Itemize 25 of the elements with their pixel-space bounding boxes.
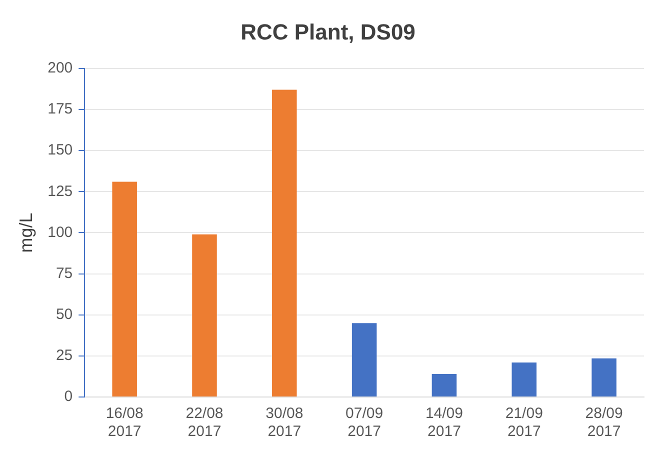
y-tick-label: 100 — [48, 224, 73, 241]
y-tick-label: 125 — [48, 182, 73, 200]
bar — [432, 374, 457, 396]
bar — [112, 182, 137, 396]
bar — [352, 323, 377, 396]
bar — [272, 90, 297, 396]
x-tick-label: 16/08 2017 — [106, 405, 144, 440]
x-tick-label: 07/09 2017 — [346, 405, 384, 440]
x-tick-label: 21/09 2017 — [505, 405, 543, 440]
bar — [592, 358, 616, 396]
y-tick-label: 50 — [56, 306, 73, 323]
bar — [192, 234, 217, 396]
y-tick-label: 0 — [64, 388, 73, 406]
x-tick-label: 22/08 2017 — [186, 405, 224, 440]
y-tick-label: 25 — [56, 347, 73, 364]
x-tick-label: 14/09 2017 — [425, 405, 463, 440]
y-axis-title: mg/L — [16, 212, 36, 253]
bar — [512, 362, 537, 396]
x-tick-label: 30/08 2017 — [266, 405, 304, 440]
y-tick-label: 200 — [48, 60, 73, 77]
y-tick-label: 75 — [56, 264, 73, 282]
y-tick-label: 175 — [48, 100, 73, 118]
chart-title: RCC Plant, DS09 — [240, 19, 416, 44]
y-tick-label: 150 — [48, 142, 73, 159]
x-tick-label: 28/09 2017 — [585, 405, 623, 440]
